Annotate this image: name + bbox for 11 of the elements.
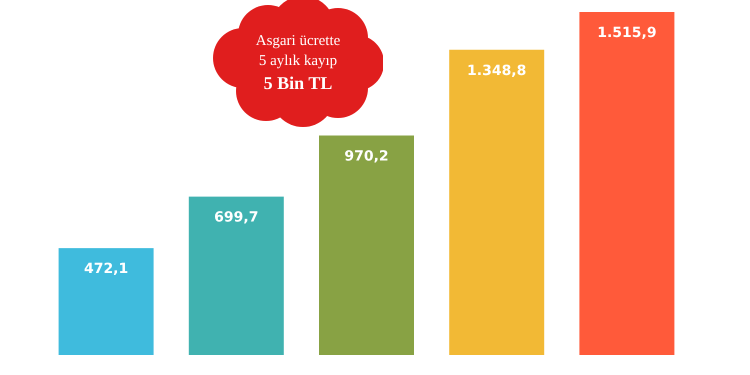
bar [579,12,674,355]
data-label: 970,2 [344,148,389,164]
bar [449,50,544,355]
data-label: 472,1 [84,261,128,278]
bar [319,135,414,355]
bar [58,248,154,355]
data-label: 1.348,8 [467,62,526,79]
bar [188,196,284,355]
annotation: Asgari ücrette 5 aylık kayıp 5 Bin TL [256,33,341,93]
data-label: 1.515,9 [597,25,657,41]
data-label: 699,7 [214,210,258,226]
